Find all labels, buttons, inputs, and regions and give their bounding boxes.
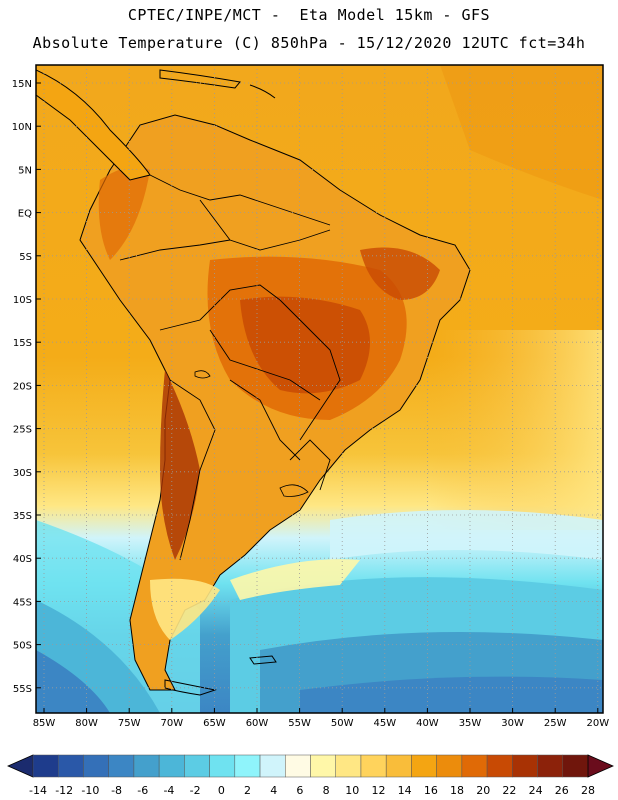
colorbar-tick-label: 0 [218, 784, 225, 797]
colorbar-swatch [385, 754, 412, 778]
lon-tick-label: 80W [75, 718, 98, 729]
colorbar-tick-label: 22 [502, 784, 516, 797]
colorbar-under-arrow [7, 754, 34, 778]
colorbar-swatch [133, 754, 160, 778]
lat-tick-label: 55S [13, 684, 32, 695]
lat-tick-label: 40S [13, 554, 32, 565]
colorbar: -14 -12 -10 -8 -6 -4 -2 0 2 4 6 8 10 12 14 16 18 20 22 24 26… [7, 754, 614, 797]
lon-tick-label: 25W [544, 718, 567, 729]
lon-tick-label: 60W [246, 718, 269, 729]
colorbar-tick-label: 12 [371, 784, 385, 797]
colorbar-over-arrow [587, 754, 614, 778]
colorbar-tick-label: 10 [345, 784, 359, 797]
colorbar-swatch [184, 754, 210, 778]
lon-tick-label: 85W [33, 718, 56, 729]
lat-tick-label: 20S [13, 381, 32, 392]
lat-tick-label: 45S [13, 597, 32, 608]
colorbar-swatch [158, 754, 185, 778]
colorbar-tick-label: -2 [190, 784, 201, 797]
lat-tick-label: EQ [18, 209, 32, 220]
colorbar-swatch [411, 754, 437, 778]
lon-tick-label: 65W [203, 718, 226, 729]
colorbar-tick-label: -10 [81, 784, 99, 797]
plot-frame [35, 64, 604, 714]
colorbar-tick-label: -6 [137, 784, 148, 797]
colorbar-tick-label: 20 [476, 784, 490, 797]
colorbar-tick-label: 18 [450, 784, 464, 797]
latitude-axis: 15N 10N 5N EQ 5S 10S 15S 20S 25S 30S 35S 40S 45S 50S 5… [12, 79, 41, 695]
colorbar-swatch [234, 754, 261, 778]
map-subtitle: Absolute Temperature (C) 850hPa - 15/12/… [32, 34, 586, 52]
lat-tick-label: 50S [13, 641, 32, 652]
colorbar-swatch [209, 754, 236, 778]
lat-tick-label: 5N [18, 165, 32, 176]
lon-tick-label: 40W [416, 718, 439, 729]
colorbar-tick-label: 8 [323, 784, 330, 797]
colorbar-swatch [285, 754, 311, 778]
colorbar-tick-label: 24 [529, 784, 543, 797]
colorbar-swatch [461, 754, 488, 778]
colorbar-tick-label: 6 [296, 784, 303, 797]
lon-tick-label: 35W [459, 718, 482, 729]
colorbar-swatch [562, 754, 589, 778]
lat-lon-grid [36, 65, 603, 713]
colorbar-tick-label: 2 [244, 784, 251, 797]
colorbar-swatch [360, 754, 387, 778]
colorbar-tick-label: -12 [55, 784, 73, 797]
colorbar-swatch [57, 754, 84, 778]
colorbar-swatch [108, 754, 135, 778]
lon-tick-label: 75W [118, 718, 141, 729]
longitude-axis: 85W 80W 75W 70W 65W 60W 55W 50W 45W 40W 35W 30W 25W 2… [33, 708, 609, 729]
lat-tick-label: 10S [13, 295, 32, 306]
colorbar-tick-label: 14 [398, 784, 412, 797]
lat-tick-label: 25S [13, 425, 32, 436]
colorbar-swatch [310, 754, 336, 778]
map-field [36, 65, 603, 713]
lat-tick-label: 15S [13, 338, 32, 349]
lat-tick-label: 35S [13, 511, 32, 522]
colorbar-tick-label: -4 [163, 784, 174, 797]
colorbar-swatch [335, 754, 362, 778]
colorbar-tick-label: 28 [581, 784, 595, 797]
map-title: CPTEC/INPE/MCT - Eta Model 15km - GFS [127, 6, 491, 24]
colorbar-swatch [512, 754, 538, 778]
lon-tick-label: 20W [586, 718, 609, 729]
colorbar-swatch [537, 754, 564, 778]
lon-tick-label: 45W [373, 718, 396, 729]
colorbar-tick-label: 26 [555, 784, 569, 797]
colorbar-tick-label: -14 [29, 784, 47, 797]
colorbar-swatch [32, 754, 59, 778]
lat-tick-label: 5S [19, 252, 32, 263]
lat-tick-label: 10N [12, 122, 32, 133]
lon-tick-label: 70W [160, 718, 183, 729]
colorbar-swatch [259, 754, 286, 778]
lon-tick-label: 55W [288, 718, 311, 729]
colorbar-swatch [436, 754, 463, 778]
lon-tick-label: 30W [501, 718, 524, 729]
lat-tick-label: 30S [13, 468, 32, 479]
lat-tick-label: 15N [12, 79, 32, 90]
lon-tick-label: 50W [331, 718, 354, 729]
colorbar-swatch [486, 754, 513, 778]
colorbar-tick-label: 4 [270, 784, 277, 797]
colorbar-tick-label: -8 [111, 784, 122, 797]
colorbar-swatch [83, 754, 109, 778]
colorbar-tick-label: 16 [424, 784, 438, 797]
